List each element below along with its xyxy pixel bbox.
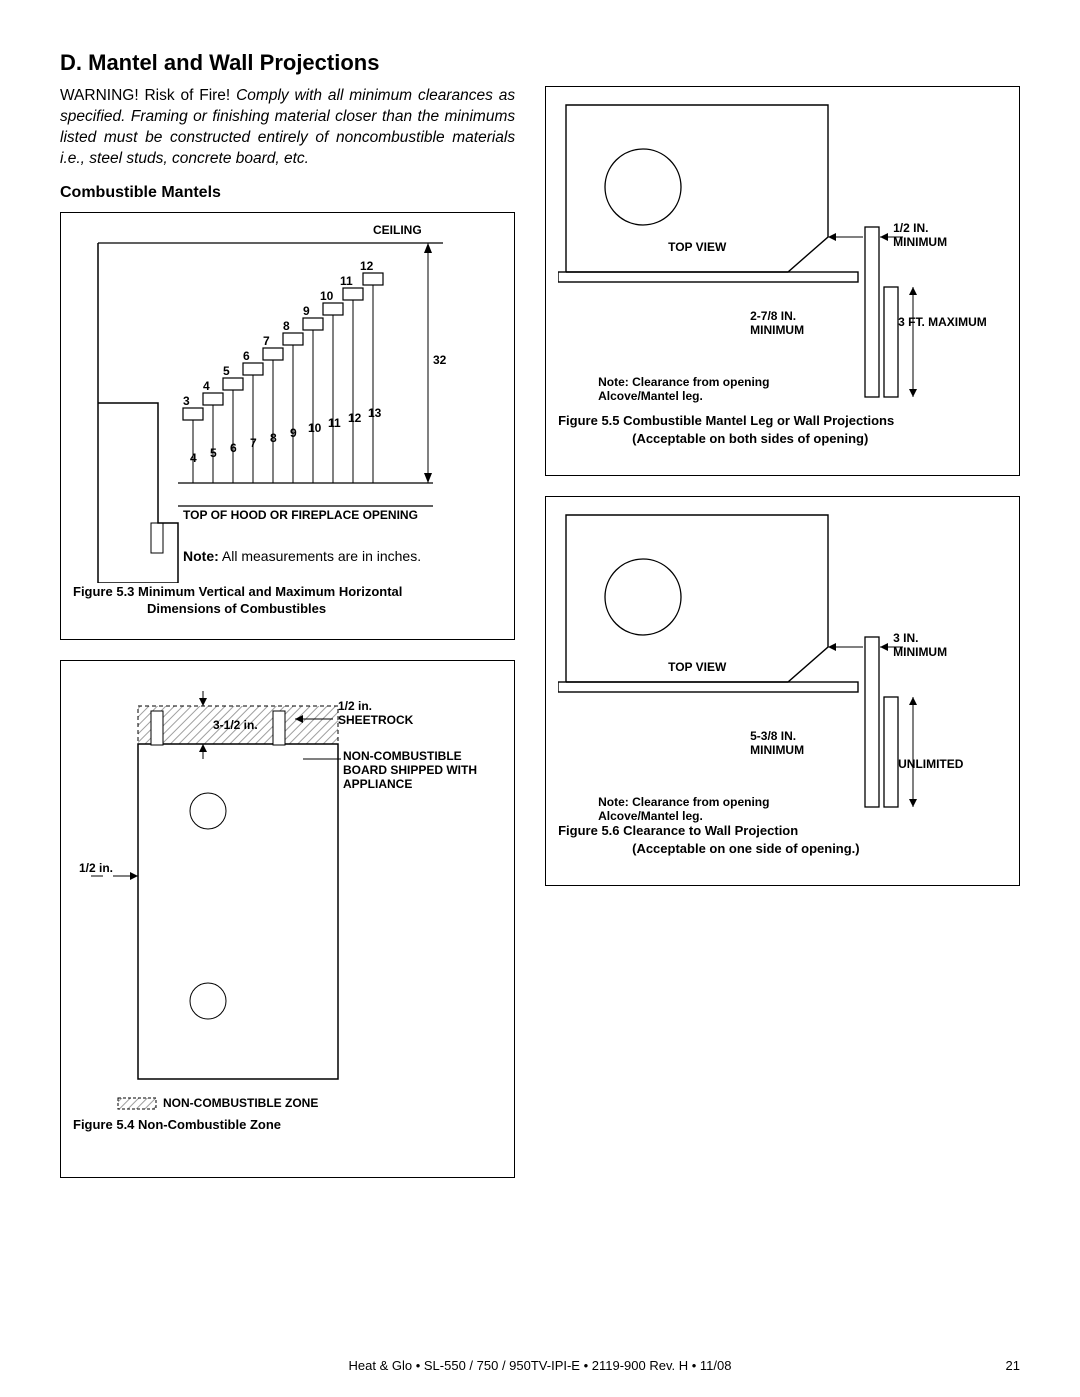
dim-text: 5-3/8 IN. MINIMUM bbox=[750, 729, 830, 758]
figure-5-6-diagram: TOP VIEW 3 IN. MINIMUM 5-3/8 IN. MINIMUM… bbox=[558, 507, 1007, 822]
figure-5-4-box: 3-1/2 in. 1/2 in. SHEETROCK NON-COMBUSTI… bbox=[60, 660, 515, 1178]
dim-num: 9 bbox=[303, 304, 310, 318]
figure-5-4-caption: Figure 5.4 Non-Combustible Zone bbox=[73, 1116, 502, 1134]
page-number: 21 bbox=[1006, 1358, 1020, 1373]
two-column-layout: WARNING! Risk of Fire! Comply with all m… bbox=[60, 86, 1020, 1198]
sheetrock-label: SHEETROCK bbox=[338, 713, 413, 727]
page-title: D. Mantel and Wall Projections bbox=[60, 50, 1020, 76]
figure-5-6-box: TOP VIEW 3 IN. MINIMUM 5-3/8 IN. MINIMUM… bbox=[545, 496, 1020, 886]
dim-num: 13 bbox=[368, 406, 381, 420]
clearance-note: Note: Clearance from opening Alcove/Mant… bbox=[598, 795, 788, 824]
dim-text: 1/2 in. bbox=[79, 861, 113, 875]
dim-num: 11 bbox=[340, 274, 353, 288]
board-label: NON-COMBUSTIBLE BOARD SHIPPED WITH APPLI… bbox=[343, 749, 478, 792]
figure-5-6-caption: Figure 5.6 Clearance to Wall Projection … bbox=[558, 822, 1007, 857]
top-view-label: TOP VIEW bbox=[668, 660, 726, 674]
caption-line: (Acceptable on one side of opening.) bbox=[632, 840, 1007, 858]
figure-5-5-box: TOP VIEW 1/2 IN. MINIMUM 2-7/8 IN. MINIM… bbox=[545, 86, 1020, 476]
dim-num: 7 bbox=[263, 334, 270, 348]
figure-5-3-diagram: CEILING 12 11 10 9 8 7 6 5 4 3 4 5 6 7 8… bbox=[73, 223, 502, 583]
dim-text: 3 FT. MAXIMUM bbox=[898, 315, 988, 329]
dim-num: 3 bbox=[183, 394, 190, 408]
dim-num: 4 bbox=[203, 379, 210, 393]
figure-5-6-svg bbox=[558, 507, 1013, 822]
figure-5-3-caption: Figure 5.3 Minimum Vertical and Maximum … bbox=[73, 583, 502, 618]
combustible-mantels-subhead: Combustible Mantels bbox=[60, 184, 515, 202]
dim-num: 9 bbox=[290, 426, 297, 440]
ceiling-label: CEILING bbox=[373, 223, 422, 237]
figure-5-4-diagram: 3-1/2 in. 1/2 in. SHEETROCK NON-COMBUSTI… bbox=[73, 671, 502, 1116]
dim-text: 1/2 IN. MINIMUM bbox=[893, 221, 973, 250]
caption-line: Figure 5.5 Combustible Mantel Leg or Wal… bbox=[558, 412, 1007, 430]
dim-num: 5 bbox=[210, 446, 217, 460]
warning-paragraph: WARNING! Risk of Fire! Comply with all m… bbox=[60, 86, 515, 170]
figure-5-5-caption: Figure 5.5 Combustible Mantel Leg or Wal… bbox=[558, 412, 1007, 447]
dim-num: 32 bbox=[433, 353, 446, 367]
figure-5-3-box: CEILING 12 11 10 9 8 7 6 5 4 3 4 5 6 7 8… bbox=[60, 212, 515, 640]
caption-line: Dimensions of Combustibles bbox=[147, 600, 502, 618]
caption-line: Figure 5.6 Clearance to Wall Projection bbox=[558, 822, 1007, 840]
caption-line: (Acceptable on both sides of opening) bbox=[632, 430, 1007, 448]
dim-num: 5 bbox=[223, 364, 230, 378]
figure-5-3-svg bbox=[73, 223, 503, 583]
dim-text: UNLIMITED bbox=[898, 757, 963, 771]
dim-num: 10 bbox=[308, 421, 321, 435]
dim-text: 3-1/2 in. bbox=[213, 718, 258, 732]
dim-num: 4 bbox=[190, 451, 197, 465]
dim-num: 8 bbox=[283, 319, 290, 333]
left-column: WARNING! Risk of Fire! Comply with all m… bbox=[60, 86, 515, 1198]
dim-num: 6 bbox=[230, 441, 237, 455]
right-column: TOP VIEW 1/2 IN. MINIMUM 2-7/8 IN. MINIM… bbox=[545, 86, 1020, 1198]
dim-num: 11 bbox=[328, 416, 341, 430]
figure-5-5-diagram: TOP VIEW 1/2 IN. MINIMUM 2-7/8 IN. MINIM… bbox=[558, 97, 1007, 412]
dim-num: 10 bbox=[320, 289, 333, 303]
dim-text: 3 IN. MINIMUM bbox=[893, 631, 973, 660]
top-of-hood-label: TOP OF HOOD OR FIREPLACE OPENING bbox=[183, 508, 443, 522]
dim-num: 6 bbox=[243, 349, 250, 363]
dim-num: 8 bbox=[270, 431, 277, 445]
dim-num: 7 bbox=[250, 436, 257, 450]
note-rest: All measurements are in inches. bbox=[219, 548, 421, 564]
clearance-note: Note: Clearance from opening Alcove/Mant… bbox=[598, 375, 788, 404]
dim-num: 12 bbox=[348, 411, 361, 425]
dim-text: 2-7/8 IN. MINIMUM bbox=[750, 309, 830, 338]
top-view-label: TOP VIEW bbox=[668, 240, 726, 254]
note-inches: Note: All measurements are in inches. bbox=[183, 548, 421, 564]
figure-5-4-svg bbox=[73, 671, 503, 1116]
note-bold: Note: bbox=[183, 548, 219, 564]
figure-5-5-svg bbox=[558, 97, 1013, 412]
legend-label: NON-COMBUSTIBLE ZONE bbox=[163, 1096, 318, 1110]
warning-prefix: WARNING! Risk of Fire! bbox=[60, 87, 236, 104]
dim-num: 12 bbox=[360, 259, 373, 273]
caption-line: Figure 5.3 Minimum Vertical and Maximum … bbox=[73, 583, 502, 601]
dim-text: 1/2 in. bbox=[338, 699, 372, 713]
footer-text: Heat & Glo • SL-550 / 750 / 950TV-IPI-E … bbox=[0, 1358, 1080, 1373]
